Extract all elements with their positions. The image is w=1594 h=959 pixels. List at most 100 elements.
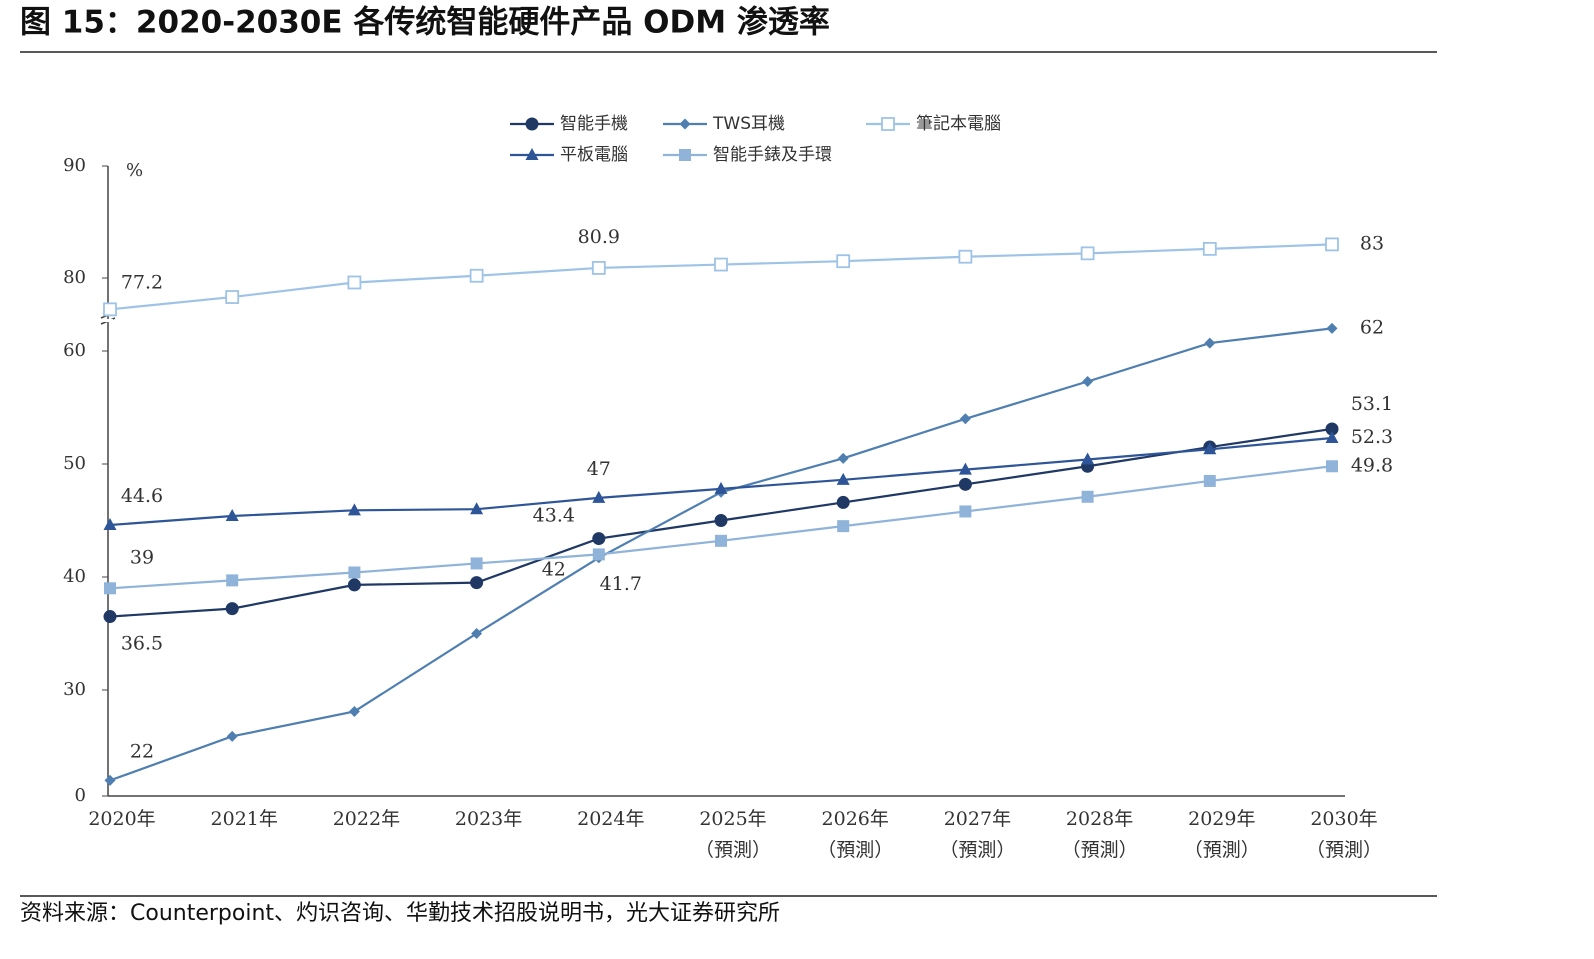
data-point: [1203, 474, 1216, 487]
data-point: [1081, 452, 1095, 465]
data-point: [103, 518, 117, 531]
data-point: [347, 275, 362, 290]
data-point: [836, 254, 851, 269]
legend-marker: [679, 118, 691, 130]
data-label: 62: [1360, 316, 1384, 338]
data-label: 52.3: [1351, 426, 1393, 448]
data-point: [1081, 490, 1094, 503]
x-tick-label: 2020年: [88, 808, 155, 830]
data-label: 42: [542, 558, 566, 580]
y-tick-label: 50: [63, 453, 86, 474]
data-label: 47: [587, 458, 611, 480]
x-tick-label: 2022年: [333, 808, 400, 830]
legend-label: 筆記本電腦: [916, 114, 1001, 134]
legend-marker: [881, 117, 895, 131]
y-tick-label: 0: [75, 785, 86, 806]
data-point: [1204, 337, 1216, 349]
legend-marker: [679, 149, 691, 161]
data-point: [714, 481, 728, 494]
x-tick-label: 2029年（預測）: [1184, 808, 1260, 861]
data-label: 39: [130, 546, 154, 568]
data-label: 44.6: [121, 485, 163, 507]
y-tick-label: 30: [63, 679, 86, 700]
series-line: [109, 243, 1333, 311]
data-point: [1326, 322, 1338, 334]
x-tick-label: 2025年（預測）: [695, 808, 771, 861]
data-point: [1203, 442, 1217, 455]
data-point: [836, 472, 850, 485]
legend-label: 平板電腦: [560, 145, 628, 165]
x-tick-label: 2023年: [455, 808, 522, 830]
data-point: [470, 557, 483, 570]
data-label: 77.2: [121, 271, 163, 293]
axis-break-gap: [103, 319, 113, 322]
data-point: [104, 582, 116, 595]
data-point: [715, 534, 727, 547]
legend-label: 智能手機: [560, 114, 628, 134]
y-tick-label: 90: [63, 155, 86, 176]
series-line: [109, 327, 1333, 782]
data-point: [958, 462, 972, 475]
data-point: [1325, 431, 1339, 444]
data-point: [714, 257, 728, 272]
data-point: [959, 413, 971, 425]
data-label: 36.5: [121, 633, 163, 655]
data-point: [225, 508, 239, 521]
data-point: [837, 452, 849, 464]
data-point: [1080, 246, 1095, 261]
data-point: [592, 490, 606, 503]
data-point: [103, 610, 117, 624]
source: 资料来源：Counterpoint、灼识咨询、华勤技术招股说明书，光大证券研究所: [20, 901, 780, 926]
data-point: [226, 574, 239, 587]
y-tick-label: 60: [63, 340, 86, 361]
x-tick-label: 2026年（預測）: [817, 808, 893, 861]
data-point: [714, 514, 728, 527]
data-point: [226, 730, 238, 742]
x-tick-label: 2024年: [577, 808, 644, 830]
data-point: [1325, 237, 1339, 252]
data-label: 49.8: [1351, 454, 1393, 476]
data-point: [471, 628, 483, 639]
legend-label: 智能手錶及手環: [713, 145, 832, 165]
legend-label: TWS耳機: [712, 114, 785, 134]
data-point: [1326, 460, 1338, 473]
data-point: [469, 268, 484, 283]
series-line: [109, 436, 1333, 527]
data-point: [348, 566, 361, 579]
y-unit: %: [126, 160, 143, 181]
title: 图 15：2020-2030E 各传统智能硬件产品 ODM 渗透率: [20, 5, 830, 41]
data-label: 53.1: [1351, 393, 1393, 415]
y-tick-label: 80: [63, 267, 86, 288]
legend-marker: [525, 117, 539, 131]
data-point: [592, 548, 605, 561]
data-label: 43.4: [533, 505, 575, 527]
data-label: 41.7: [600, 573, 642, 595]
y-tick-label: 40: [63, 566, 86, 587]
data-point: [592, 532, 606, 546]
data-point: [1202, 241, 1217, 256]
data-point: [225, 602, 239, 616]
data-point: [347, 578, 361, 592]
data-point: [1325, 422, 1339, 436]
data-point: [225, 290, 240, 304]
data-point: [958, 249, 973, 264]
data-point: [470, 502, 484, 515]
data-point: [836, 495, 850, 509]
data-point: [103, 302, 117, 317]
data-point: [348, 705, 360, 717]
data-point: [104, 774, 116, 786]
data-point: [958, 477, 972, 491]
x-tick-label: 2028年（預測）: [1062, 808, 1138, 861]
data-point: [591, 261, 606, 275]
x-tick-label: 2027年（預測）: [939, 808, 1015, 861]
data-point: [470, 576, 484, 590]
data-label: 80.9: [578, 226, 620, 248]
x-tick-label: 2030年（預測）: [1306, 808, 1382, 861]
data-point: [347, 503, 361, 516]
data-label: 22: [130, 740, 154, 762]
data-label: 83: [1360, 232, 1384, 254]
data-point: [959, 505, 972, 518]
legend-marker: [525, 148, 539, 160]
data-point: [837, 520, 850, 533]
